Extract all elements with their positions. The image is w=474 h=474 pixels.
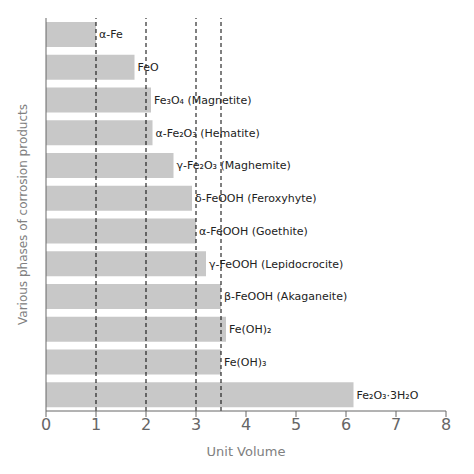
svg-text:Fe₂O₃·3H₂O: Fe₂O₃·3H₂O: [357, 389, 419, 402]
svg-text:5: 5: [291, 415, 301, 434]
svg-text:8: 8: [441, 415, 451, 434]
svg-text:Fe(OH)₂: Fe(OH)₂: [229, 323, 271, 336]
svg-text:β-FeOOH (Akaganeite): β-FeOOH (Akaganeite): [224, 290, 347, 303]
svg-text:0: 0: [41, 415, 51, 434]
svg-text:Fe₃O₄ (Magnetite): Fe₃O₄ (Magnetite): [154, 94, 251, 107]
svg-text:γ-FeOOH (Lepidocrocite): γ-FeOOH (Lepidocrocite): [209, 258, 343, 271]
svg-text:Unit Volume: Unit Volume: [207, 444, 286, 459]
svg-text:4: 4: [241, 415, 251, 434]
svg-text:7: 7: [391, 415, 401, 434]
svg-text:α-Fe: α-Fe: [99, 28, 123, 41]
svg-text:α-FeOOH (Goethite): α-FeOOH (Goethite): [199, 225, 308, 238]
svg-text:6: 6: [341, 415, 351, 434]
svg-text:FeO: FeO: [138, 61, 159, 74]
svg-text:1: 1: [91, 415, 101, 434]
svg-text:δ-FeOOH (Feroxyhyte): δ-FeOOH (Feroxyhyte): [195, 192, 317, 205]
svg-text:Fe(OH)₃: Fe(OH)₃: [224, 356, 266, 369]
svg-text:2: 2: [141, 415, 151, 434]
svg-text:γ-Fe₂O₃ (Maghemite): γ-Fe₂O₃ (Maghemite): [177, 159, 291, 172]
svg-text:3: 3: [191, 415, 201, 434]
svg-text:α-Fe₂O₃ (Hematite): α-Fe₂O₃ (Hematite): [156, 127, 260, 140]
svg-text:Various phases of corrosion pr: Various phases of corrosion products: [16, 104, 30, 325]
